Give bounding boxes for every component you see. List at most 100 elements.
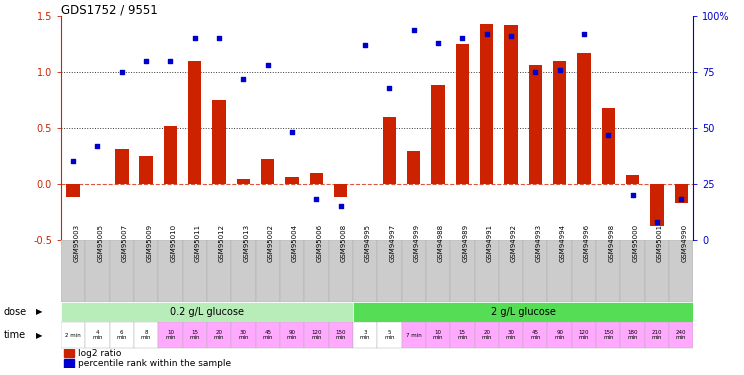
Point (383, 85, 395, 91)
Text: log2 ratio: log2 ratio (78, 349, 122, 358)
Point (651, 219, 663, 225)
Bar (61, 302, 353, 322)
Bar (139, 156, 153, 184)
Text: 30
min: 30 min (238, 330, 248, 340)
Bar (669, 240, 693, 302)
Point (554, 67, 565, 73)
Text: 45
min: 45 min (530, 330, 541, 340)
Point (505, 33, 517, 39)
Text: dose: dose (4, 307, 27, 317)
Text: GSM95008: GSM95008 (341, 224, 347, 262)
Point (310, 196, 322, 202)
Bar (377, 322, 402, 348)
Bar (475, 322, 498, 348)
Bar (158, 322, 182, 348)
Bar (304, 240, 329, 302)
Bar (256, 322, 280, 348)
Bar (498, 240, 523, 302)
Text: 6
min: 6 min (117, 330, 127, 340)
Bar (329, 322, 353, 348)
Bar (61, 240, 86, 302)
Text: 0.2 g/L glucose: 0.2 g/L glucose (170, 307, 244, 317)
Text: 2 g/L glucose: 2 g/L glucose (491, 307, 556, 317)
Text: ▶: ▶ (36, 331, 42, 340)
Point (116, 69, 128, 75)
Bar (134, 322, 158, 348)
Point (530, 69, 542, 75)
Point (408, 27, 420, 33)
Text: GSM95002: GSM95002 (268, 224, 274, 262)
Bar (109, 240, 134, 302)
Bar (329, 240, 353, 302)
Text: 15
min: 15 min (190, 330, 200, 340)
Text: 120
min: 120 min (579, 330, 589, 340)
Text: GSM94998: GSM94998 (609, 224, 615, 262)
Text: GSM94988: GSM94988 (438, 224, 444, 262)
Point (92, 143, 103, 149)
Bar (645, 240, 669, 302)
Text: 10
min: 10 min (165, 330, 176, 340)
Bar (353, 240, 377, 302)
Bar (280, 322, 304, 348)
Text: 20
min: 20 min (481, 330, 492, 340)
Bar (650, 184, 664, 226)
Text: 15
min: 15 min (457, 330, 467, 340)
Bar (182, 322, 207, 348)
Text: 90
min: 90 min (287, 330, 298, 340)
Text: GSM95010: GSM95010 (170, 224, 176, 262)
Text: GSM95001: GSM95001 (657, 224, 663, 262)
Bar (64, 349, 74, 357)
Bar (432, 86, 445, 184)
Text: GSM95007: GSM95007 (122, 224, 128, 262)
Text: 2 min: 2 min (65, 333, 81, 338)
Bar (66, 184, 80, 197)
Bar (334, 184, 347, 197)
Bar (182, 240, 207, 302)
Text: 120
min: 120 min (311, 330, 321, 340)
Bar (231, 240, 256, 302)
Text: 30
min: 30 min (506, 330, 516, 340)
Point (481, 31, 493, 37)
Bar (86, 322, 109, 348)
Bar (261, 159, 275, 184)
Bar (450, 322, 475, 348)
Text: GSM94992: GSM94992 (511, 224, 517, 262)
Point (578, 31, 590, 37)
Bar (286, 177, 299, 184)
Bar (237, 179, 250, 184)
Bar (158, 240, 182, 302)
Point (189, 36, 201, 42)
Text: GSM95006: GSM95006 (316, 224, 322, 262)
Bar (207, 322, 231, 348)
Bar (548, 322, 572, 348)
Point (456, 36, 468, 42)
Bar (377, 240, 402, 302)
Bar (645, 322, 669, 348)
Bar (188, 61, 202, 184)
Text: GSM95013: GSM95013 (243, 224, 249, 262)
Bar (256, 240, 280, 302)
Bar (402, 322, 426, 348)
Text: time: time (4, 330, 26, 340)
Bar (455, 44, 469, 184)
Text: GSM95005: GSM95005 (97, 224, 103, 262)
Bar (626, 175, 639, 184)
Text: 4
min: 4 min (92, 330, 103, 340)
Text: 5
min: 5 min (384, 330, 394, 340)
Text: 45
min: 45 min (263, 330, 273, 340)
Bar (504, 25, 518, 184)
Text: GSM94991: GSM94991 (487, 224, 493, 262)
Text: 10
min: 10 min (433, 330, 443, 340)
Bar (450, 240, 475, 302)
Bar (280, 240, 304, 302)
Text: 3
min: 3 min (360, 330, 371, 340)
Bar (596, 322, 620, 348)
Bar (213, 100, 225, 184)
Bar (109, 322, 134, 348)
Bar (407, 151, 420, 184)
Point (286, 129, 298, 135)
Bar (620, 322, 645, 348)
Text: percentile rank within the sample: percentile rank within the sample (78, 359, 231, 368)
Text: GSM94995: GSM94995 (365, 224, 371, 262)
Bar (61, 322, 86, 348)
